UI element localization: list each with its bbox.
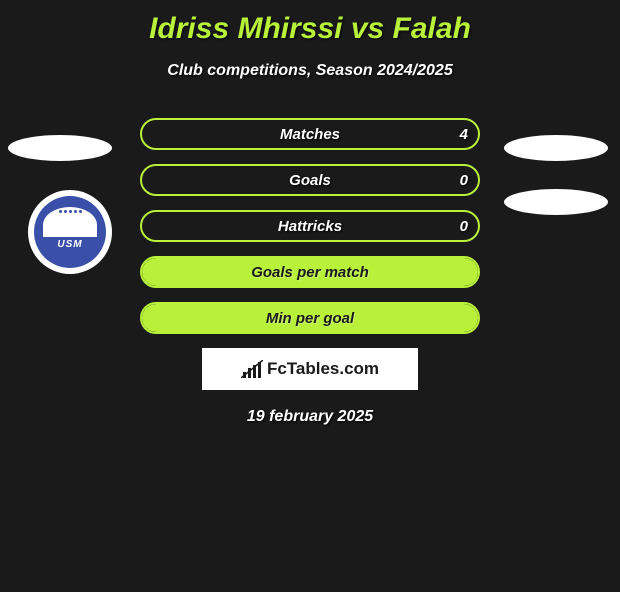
stat-label: Goals per match (142, 264, 478, 281)
comparison-title: Idriss Mhirssi vs Falah (0, 12, 620, 46)
stat-row-matches: Matches 4 (140, 118, 480, 150)
stat-row-goals-per-match: Goals per match (140, 256, 480, 288)
stat-p2-value: 0 (460, 218, 468, 235)
club-badge-inner: USM (34, 196, 106, 268)
badge-text: USM (57, 239, 82, 250)
stat-row-hattricks: Hattricks 0 (140, 210, 480, 242)
stat-p2-value: 0 (460, 172, 468, 189)
stat-row-min-per-goal: Min per goal (140, 302, 480, 334)
stats-container: Matches 4 Goals 0 Hattricks 0 Goals per … (140, 118, 480, 334)
player2-placeholder-oval-1 (504, 135, 608, 161)
badge-castle-icon (43, 207, 97, 237)
source-logo-box: FcTables.com (202, 348, 418, 390)
stat-p2-value: 4 (460, 126, 468, 143)
comparison-subtitle: Club competitions, Season 2024/2025 (0, 62, 620, 80)
club-badge: USM (28, 190, 112, 274)
date-label: 19 february 2025 (0, 408, 620, 426)
stat-row-goals: Goals 0 (140, 164, 480, 196)
stat-label: Matches (142, 126, 478, 143)
stat-label: Min per goal (142, 310, 478, 327)
player1-placeholder-oval (8, 135, 112, 161)
stat-label: Goals (142, 172, 478, 189)
stat-label: Hattricks (142, 218, 478, 235)
player2-placeholder-oval-2 (504, 189, 608, 215)
bar-chart-icon (241, 360, 263, 378)
source-logo-text: FcTables.com (267, 359, 379, 379)
